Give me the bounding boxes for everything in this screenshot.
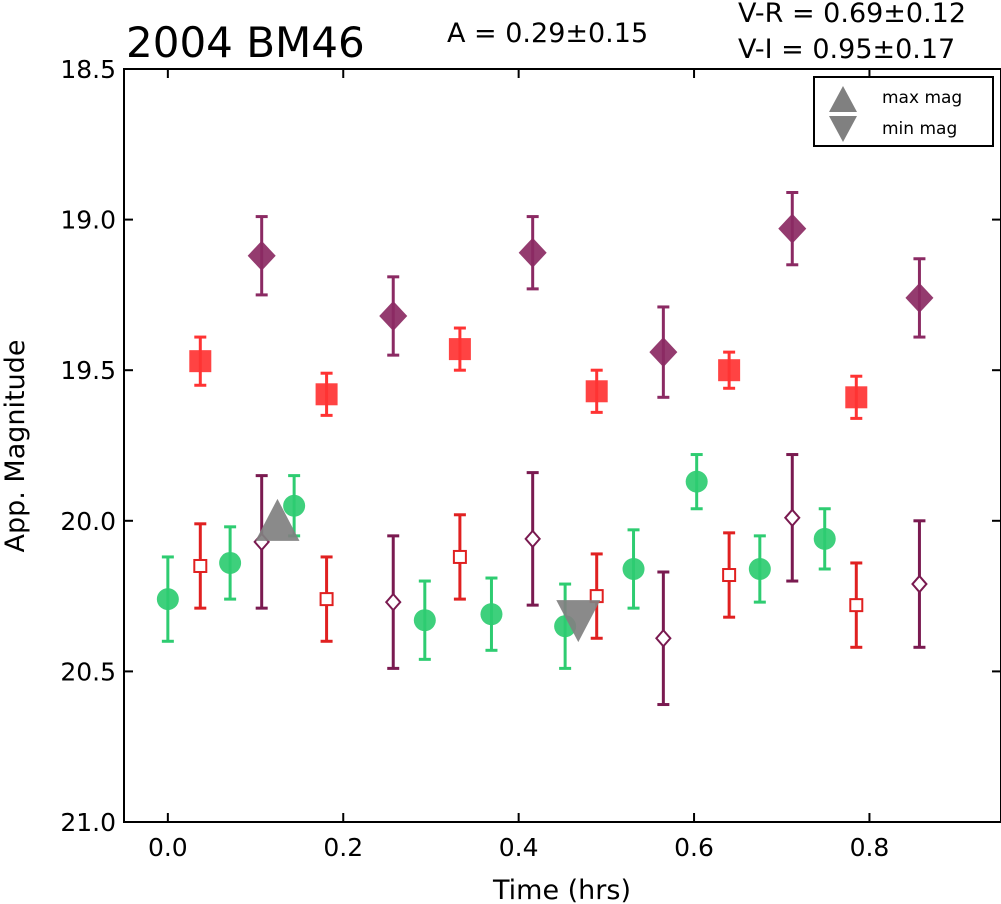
legend-min-mag-label: min mag bbox=[882, 119, 957, 139]
x-tick-label: 0.2 bbox=[323, 833, 363, 862]
data-point-circle bbox=[156, 588, 179, 611]
y-axis-label: App. Magnitude bbox=[0, 340, 31, 553]
x-tick-label: 0.8 bbox=[850, 833, 890, 862]
data-point-circle bbox=[480, 603, 503, 626]
series-6 bbox=[556, 600, 601, 643]
data-point-diamond bbox=[649, 337, 678, 368]
data-point-circle bbox=[413, 609, 436, 632]
series-3 bbox=[193, 513, 864, 649]
x-axis-label: Time (hrs) bbox=[492, 875, 631, 904]
chart-title: 2004 BM46 bbox=[126, 18, 365, 67]
data-point-square bbox=[448, 338, 471, 361]
data-point-circle bbox=[219, 551, 242, 574]
y-tick-label: 20.0 bbox=[60, 507, 116, 536]
data-point-open-diamond bbox=[384, 592, 402, 612]
x-tick-label: 0.4 bbox=[499, 833, 539, 862]
series-4 bbox=[253, 453, 928, 707]
x-tick-label: 0.6 bbox=[674, 833, 714, 862]
data-point-open-diamond bbox=[524, 529, 542, 549]
data-point-diamond bbox=[247, 240, 276, 271]
data-point-square bbox=[585, 380, 608, 403]
series-2 bbox=[156, 453, 836, 670]
data-point-square bbox=[718, 359, 741, 382]
data-point-open-diamond bbox=[783, 508, 801, 528]
data-point-circle bbox=[622, 557, 645, 580]
data-point-diamond bbox=[518, 237, 547, 268]
data-point-circle bbox=[813, 527, 836, 550]
series-5 bbox=[255, 498, 300, 541]
data-point-square bbox=[845, 386, 868, 409]
amplitude-text: A = 0.29±0.15 bbox=[447, 18, 648, 49]
data-point-open-diamond bbox=[911, 574, 928, 594]
axis-layer: 0.0 0.2 0.4 0.6 0.8 18.5 19.0 19.5 20.0 20.5 21.0 bbox=[60, 55, 1001, 862]
series-1 bbox=[247, 190, 934, 399]
y-tick-label: 18.5 bbox=[60, 55, 116, 84]
legend-max-mag-marker bbox=[829, 86, 857, 112]
legend-min-mag-marker bbox=[829, 116, 857, 142]
data-point-open-square bbox=[319, 592, 334, 607]
max-mag-marker bbox=[255, 498, 300, 541]
y-tick-label: 19.0 bbox=[60, 206, 116, 235]
data-point-circle bbox=[748, 557, 771, 580]
color-index-vi: V-I = 0.95±0.17 bbox=[738, 34, 955, 65]
min-mag-marker bbox=[556, 600, 601, 643]
color-index-vr: V-R = 0.69±0.12 bbox=[738, 0, 966, 29]
data-point-open-square bbox=[193, 558, 208, 573]
y-tick-label: 21.0 bbox=[60, 808, 116, 837]
data-point-open-square bbox=[452, 549, 467, 564]
data-point-diamond bbox=[379, 300, 408, 331]
x-tick-label: 0.0 bbox=[148, 833, 188, 862]
data-point-circle bbox=[283, 494, 306, 517]
plot-frame bbox=[123, 68, 1001, 823]
y-tick-label: 20.5 bbox=[60, 657, 116, 686]
data-point-circle bbox=[685, 470, 708, 493]
series-0 bbox=[189, 326, 868, 420]
data-point-diamond bbox=[905, 282, 934, 313]
legend-max-mag-label: max mag bbox=[882, 88, 962, 108]
data-point-open-square bbox=[849, 598, 864, 613]
y-tick-label: 19.5 bbox=[60, 356, 116, 385]
data-point-diamond bbox=[778, 213, 807, 244]
data-point-open-square bbox=[722, 568, 737, 583]
plot-layer bbox=[156, 190, 934, 707]
data-point-square bbox=[315, 383, 338, 406]
data-point-square bbox=[189, 350, 212, 373]
legend: max mag min mag bbox=[813, 76, 994, 147]
data-point-open-diamond bbox=[655, 628, 672, 648]
